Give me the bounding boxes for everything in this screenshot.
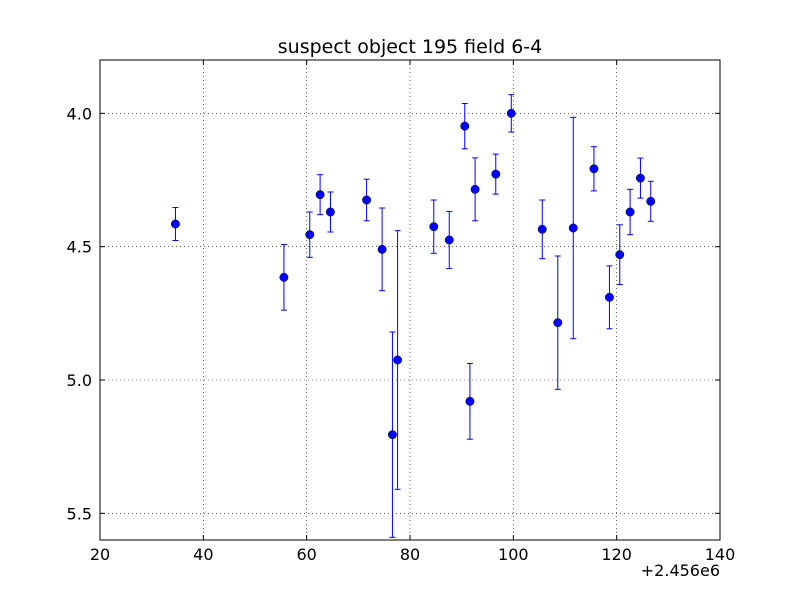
x-tick-label: 120 (601, 545, 632, 564)
data-points (170, 108, 656, 440)
data-point (305, 230, 315, 240)
x-offset-label: +2.456e6 (641, 561, 720, 580)
data-point (537, 224, 547, 234)
data-point (362, 195, 372, 205)
data-point (589, 164, 599, 174)
grid (100, 60, 720, 540)
data-point (429, 222, 439, 232)
data-point (615, 250, 625, 260)
data-point (506, 108, 516, 118)
data-point (393, 355, 403, 365)
data-point (568, 223, 578, 233)
data-point (460, 121, 470, 131)
data-point (470, 184, 480, 194)
data-point (491, 169, 501, 179)
data-point (465, 396, 475, 406)
data-point (387, 430, 397, 440)
data-point (553, 318, 563, 328)
x-tick-label: 40 (193, 545, 213, 564)
data-point (635, 173, 645, 183)
data-point (646, 196, 656, 206)
y-tick-label: 4.5 (67, 238, 92, 257)
y-tick-label: 5.0 (67, 371, 92, 390)
data-point (279, 272, 289, 282)
data-point (604, 292, 614, 302)
axis-ticks (99, 60, 721, 540)
x-tick-label: 100 (498, 545, 529, 564)
tick-labels: 20 40 60 80 100 120 140 4.0 4.5 5.0 5.5 (67, 104, 736, 564)
x-tick-label: 20 (90, 545, 110, 564)
data-point (315, 190, 325, 200)
y-tick-label: 4.0 (67, 104, 92, 123)
x-tick-label: 60 (296, 545, 316, 564)
chart-title: suspect object 195 field 6-4 (278, 36, 543, 58)
x-tick-label: 80 (400, 545, 420, 564)
data-point (325, 207, 335, 217)
data-point (444, 235, 454, 245)
plot-frame (99, 59, 721, 541)
data-point (377, 244, 387, 254)
x-tick-label: 140 (705, 545, 736, 564)
data-point (625, 207, 635, 217)
y-tick-label: 5.5 (67, 504, 92, 523)
data-point (170, 219, 180, 229)
